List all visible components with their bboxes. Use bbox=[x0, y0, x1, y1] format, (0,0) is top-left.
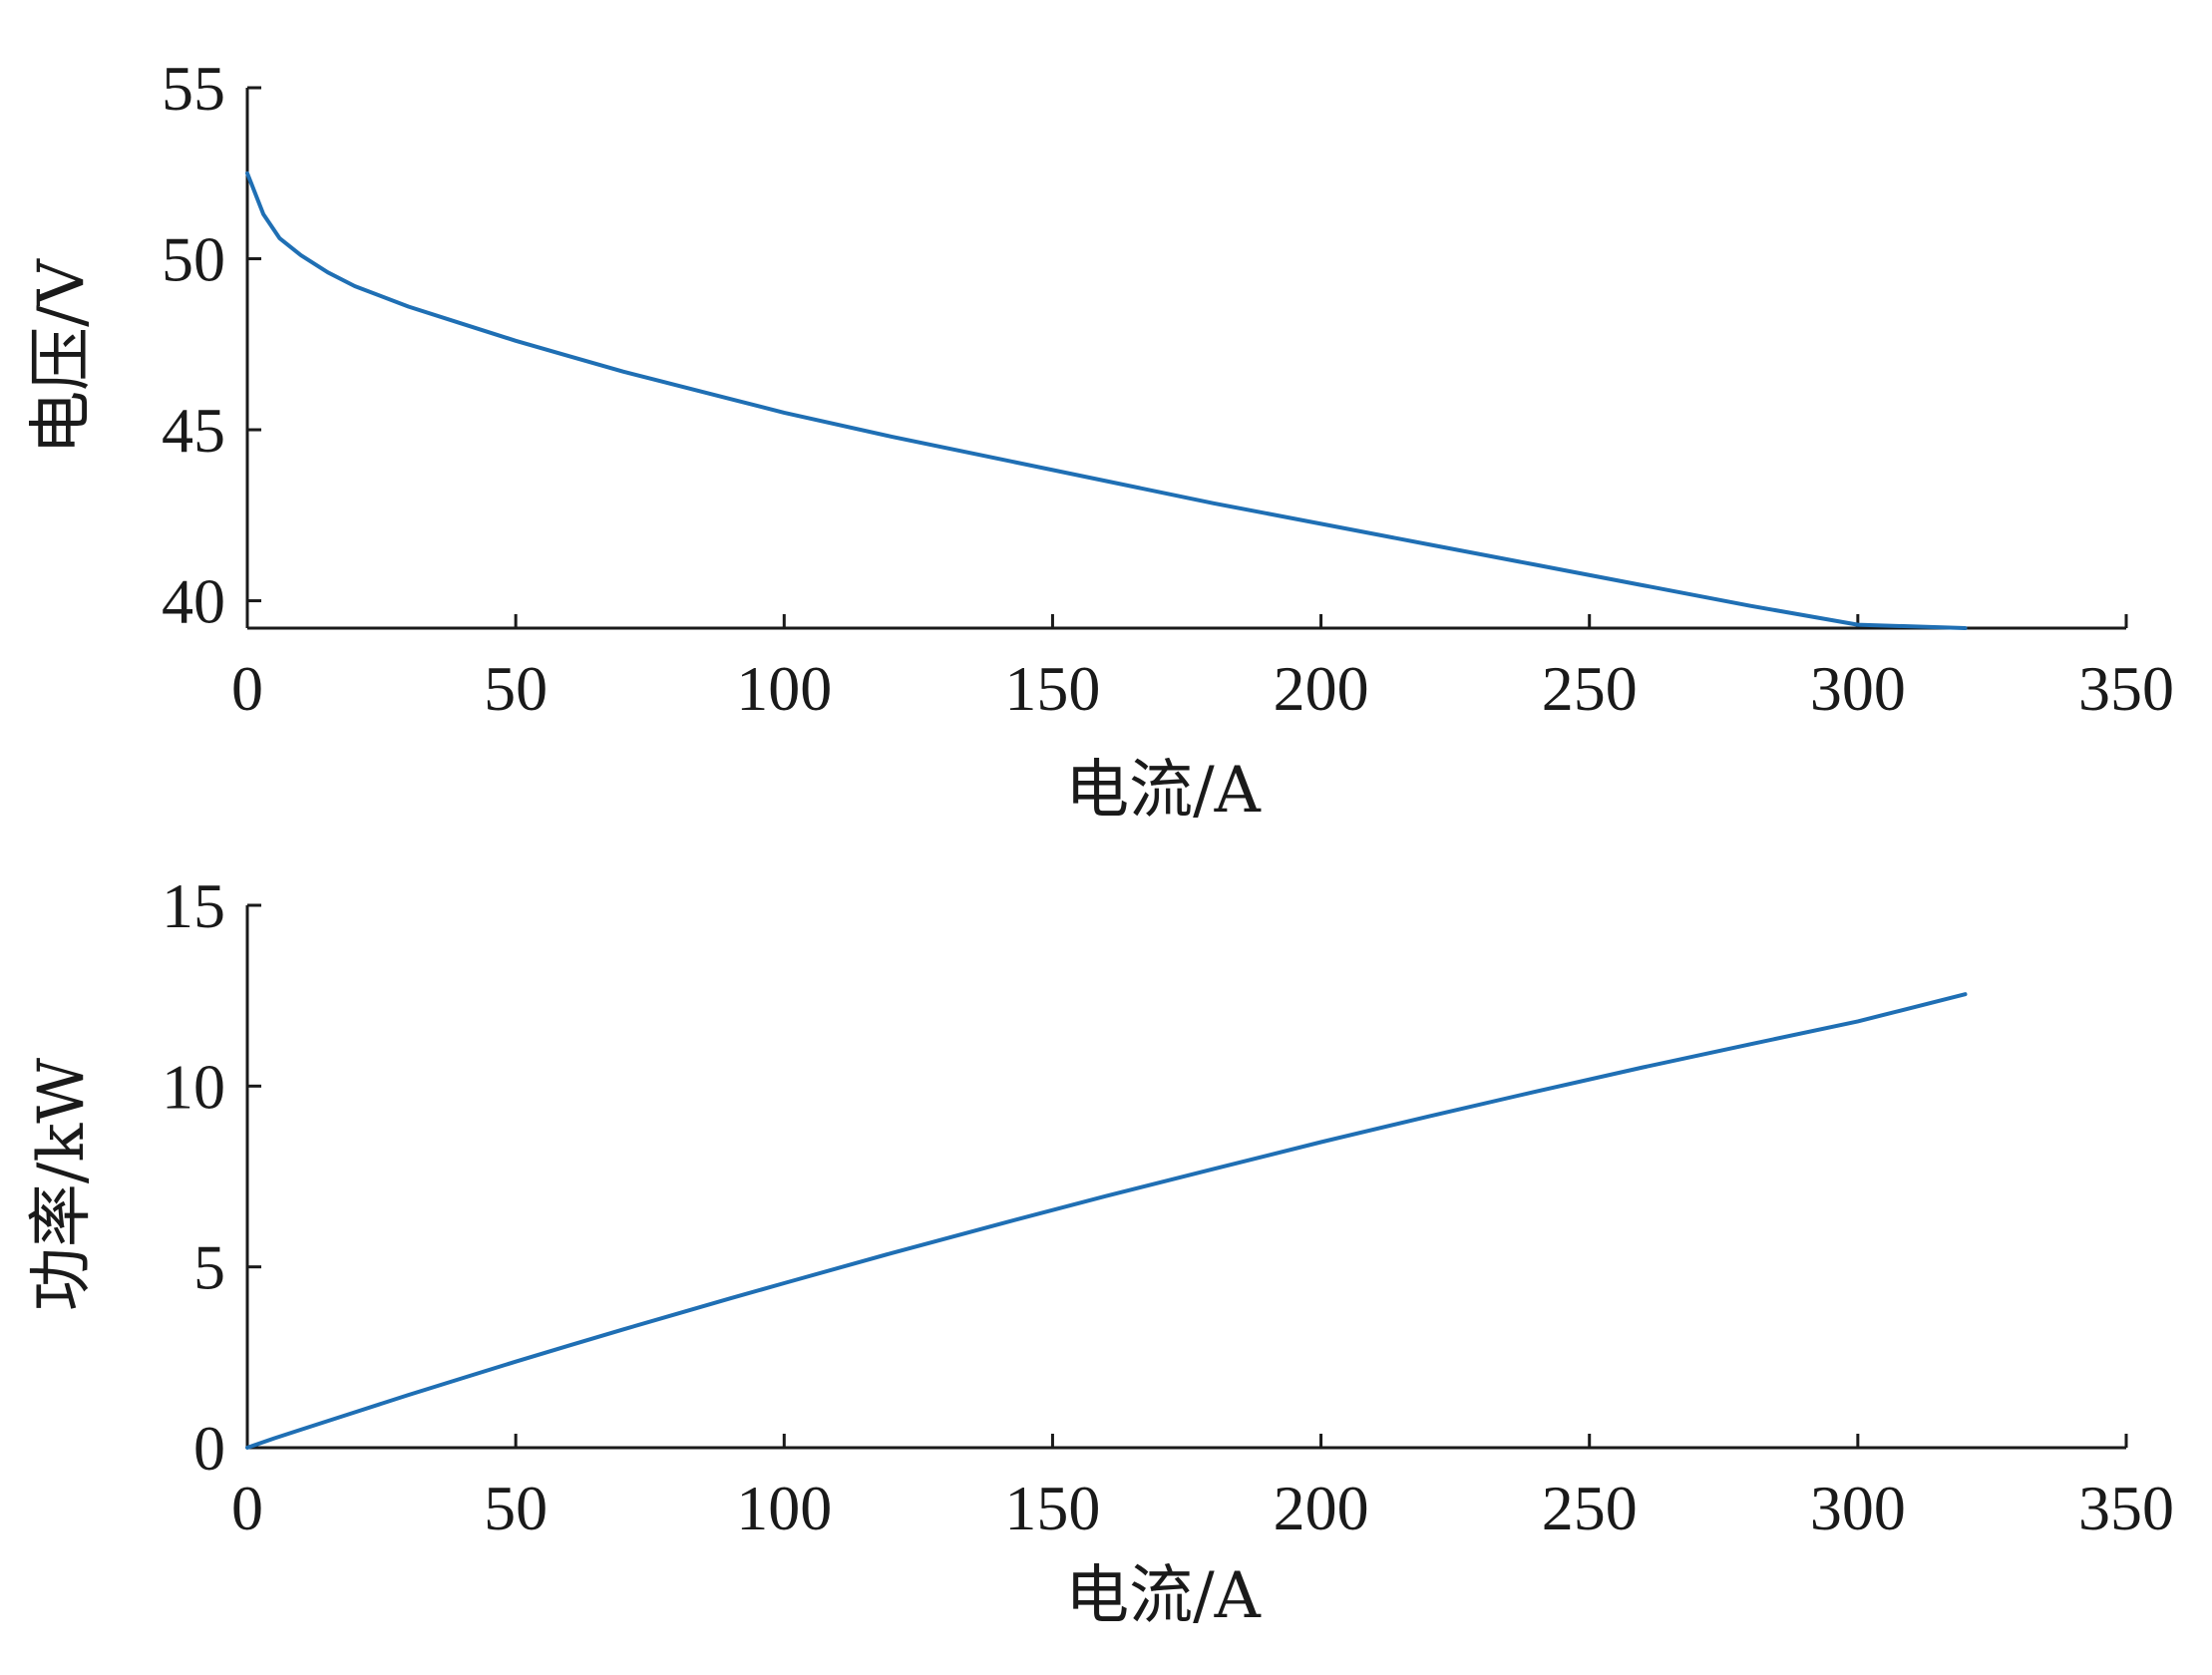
x-tick-label: 0 bbox=[231, 1473, 263, 1543]
y-tick-label: 45 bbox=[162, 395, 225, 466]
y-axis-label: 电压/V bbox=[25, 257, 99, 455]
power-current-chart: 0 50 100 150 200 250 300 350 0 5 10 15 电流/A 功率/kW bbox=[25, 870, 2174, 1633]
y-tick-label: 5 bbox=[193, 1232, 225, 1303]
y-tick-label: 15 bbox=[162, 870, 225, 941]
y-tick-label: 55 bbox=[162, 53, 225, 124]
x-axis-label: 电流/A bbox=[1065, 1559, 1262, 1633]
x-tick-label: 300 bbox=[1810, 653, 1906, 724]
x-tick-label: 150 bbox=[1004, 1473, 1100, 1543]
x-tick-label: 150 bbox=[1004, 653, 1100, 724]
y-tick-label: 0 bbox=[193, 1413, 225, 1484]
y-tick-label: 10 bbox=[162, 1051, 225, 1122]
x-axis-label: 电流/A bbox=[1065, 754, 1262, 828]
voltage-current-chart: 0 50 100 150 200 250 300 350 40 45 50 55 电流/A 电压/V bbox=[25, 53, 2174, 828]
x-tick-label: 100 bbox=[736, 1473, 832, 1543]
x-tick-label: 200 bbox=[1274, 1473, 1369, 1543]
x-tick-label: 50 bbox=[484, 653, 548, 724]
x-tick-label: 300 bbox=[1810, 1473, 1906, 1543]
series-line bbox=[245, 170, 1968, 630]
x-tick-label: 250 bbox=[1542, 1473, 1638, 1543]
x-tick-label: 100 bbox=[736, 653, 832, 724]
y-tick-label: 40 bbox=[162, 566, 225, 637]
x-tick-label: 250 bbox=[1542, 653, 1638, 724]
x-tick-label: 200 bbox=[1274, 653, 1369, 724]
x-tick-label: 50 bbox=[484, 1473, 548, 1543]
series-line bbox=[245, 992, 1968, 1450]
y-tick-label: 50 bbox=[162, 224, 225, 295]
x-tick-label: 350 bbox=[2078, 653, 2174, 724]
x-tick-label: 0 bbox=[231, 653, 263, 724]
y-axis-label: 功率/kW bbox=[25, 1058, 99, 1311]
x-tick-label: 350 bbox=[2078, 1473, 2174, 1543]
